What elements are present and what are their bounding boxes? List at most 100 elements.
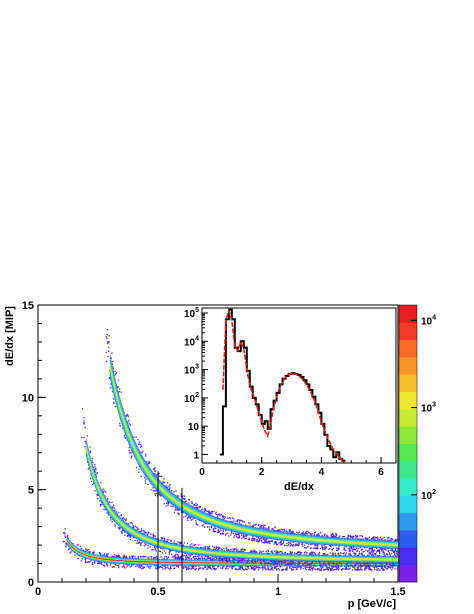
band-point xyxy=(277,560,280,563)
band-point xyxy=(316,547,318,549)
band-point xyxy=(199,505,201,508)
band-point xyxy=(396,554,398,556)
band-point xyxy=(289,566,291,568)
band-point xyxy=(255,561,257,563)
band-point xyxy=(265,540,268,542)
band-point xyxy=(332,564,334,566)
band-point xyxy=(379,562,381,564)
band-point xyxy=(280,560,282,562)
band-point xyxy=(372,537,374,540)
band-point xyxy=(248,562,251,564)
band-point xyxy=(216,516,219,518)
band-point xyxy=(108,376,110,379)
band-point xyxy=(310,563,312,565)
band-point xyxy=(315,568,317,571)
band-point xyxy=(194,543,196,546)
band-point xyxy=(261,526,263,528)
band-point xyxy=(369,569,371,571)
band-point xyxy=(209,511,211,513)
band-point xyxy=(120,514,122,516)
band-point xyxy=(315,534,318,536)
band-point xyxy=(117,555,119,557)
band-point xyxy=(191,566,194,568)
band-point xyxy=(183,495,185,497)
band-point xyxy=(130,522,133,524)
inset-fit-point xyxy=(267,435,269,437)
band-point xyxy=(286,531,288,533)
y-tick-label: 0 xyxy=(28,577,34,589)
band-point xyxy=(101,503,103,506)
band-point xyxy=(109,564,112,566)
band-point xyxy=(278,551,280,554)
band-point xyxy=(339,535,341,537)
band-point xyxy=(395,539,397,541)
band-point xyxy=(106,337,108,339)
band-point xyxy=(139,544,142,546)
band-point xyxy=(264,538,266,540)
band-point xyxy=(325,547,327,549)
band-point xyxy=(353,547,355,549)
inset-y-tick-label: 1 xyxy=(193,450,199,461)
band-point xyxy=(110,383,112,385)
band-point xyxy=(370,547,372,550)
band-point xyxy=(359,564,362,566)
band-point xyxy=(265,568,267,570)
band-point xyxy=(236,550,238,552)
band-point xyxy=(167,567,170,569)
band-point xyxy=(194,555,197,558)
band-point xyxy=(373,549,375,552)
band-point xyxy=(124,531,126,534)
band-point xyxy=(63,540,65,543)
band-point xyxy=(251,561,254,563)
band-point xyxy=(338,546,340,548)
band-point xyxy=(198,544,200,546)
band-point xyxy=(262,559,264,561)
band-point xyxy=(191,545,193,548)
band-point xyxy=(141,564,143,566)
band-point xyxy=(321,548,324,550)
band-point xyxy=(116,385,118,388)
band-point xyxy=(245,524,247,526)
band-point xyxy=(129,566,131,568)
band-point xyxy=(151,549,153,551)
band-point xyxy=(155,565,157,567)
band-point xyxy=(280,551,282,553)
band-point xyxy=(222,532,224,534)
x-tick-label: 1 xyxy=(275,586,281,598)
band-point xyxy=(241,559,243,561)
band-point xyxy=(168,550,171,552)
band-point xyxy=(370,551,373,553)
band-point xyxy=(115,373,117,375)
band-point xyxy=(162,548,164,550)
band-point xyxy=(302,533,304,535)
band-point xyxy=(143,555,145,558)
band-point xyxy=(291,544,294,547)
band-point xyxy=(323,548,325,551)
band-point xyxy=(232,557,234,559)
band-point xyxy=(152,490,154,492)
band-point xyxy=(206,526,208,528)
band-point xyxy=(296,568,298,570)
band-point xyxy=(215,568,217,570)
band-point xyxy=(155,470,157,472)
band-point xyxy=(317,553,319,555)
band-point xyxy=(130,535,132,537)
band-point xyxy=(221,533,223,535)
band-point xyxy=(123,555,125,558)
band-point xyxy=(389,555,391,557)
band-point xyxy=(361,552,363,554)
band-point xyxy=(346,537,348,539)
band-point xyxy=(238,561,240,563)
band-point xyxy=(282,561,284,563)
band-point xyxy=(209,566,211,568)
band-point xyxy=(277,568,280,570)
band-point xyxy=(166,565,169,567)
band-point xyxy=(291,551,293,553)
band-point xyxy=(231,568,233,570)
band-point xyxy=(349,550,352,552)
band-point xyxy=(373,565,375,567)
band-point xyxy=(297,532,299,534)
band-point xyxy=(145,543,147,546)
band-point xyxy=(87,561,89,563)
band-point xyxy=(177,512,179,514)
